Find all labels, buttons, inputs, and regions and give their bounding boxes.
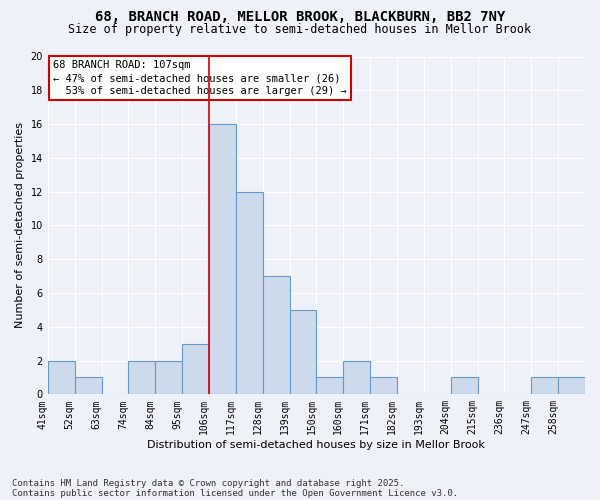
Bar bbox=[182, 344, 209, 394]
Bar bbox=[531, 378, 558, 394]
Bar bbox=[263, 276, 290, 394]
Bar bbox=[316, 378, 343, 394]
Text: 68 BRANCH ROAD: 107sqm
← 47% of semi-detached houses are smaller (26)
  53% of s: 68 BRANCH ROAD: 107sqm ← 47% of semi-det… bbox=[53, 60, 347, 96]
Text: Contains public sector information licensed under the Open Government Licence v3: Contains public sector information licen… bbox=[12, 488, 458, 498]
Bar bbox=[209, 124, 236, 394]
Bar bbox=[451, 378, 478, 394]
Bar bbox=[290, 310, 316, 394]
Bar bbox=[370, 378, 397, 394]
Bar bbox=[128, 360, 155, 394]
Bar bbox=[48, 360, 74, 394]
Bar bbox=[155, 360, 182, 394]
Bar bbox=[236, 192, 263, 394]
Y-axis label: Number of semi-detached properties: Number of semi-detached properties bbox=[15, 122, 25, 328]
Bar bbox=[74, 378, 101, 394]
X-axis label: Distribution of semi-detached houses by size in Mellor Brook: Distribution of semi-detached houses by … bbox=[148, 440, 485, 450]
Text: Size of property relative to semi-detached houses in Mellor Brook: Size of property relative to semi-detach… bbox=[68, 22, 532, 36]
Text: Contains HM Land Registry data © Crown copyright and database right 2025.: Contains HM Land Registry data © Crown c… bbox=[12, 478, 404, 488]
Bar bbox=[343, 360, 370, 394]
Bar bbox=[558, 378, 585, 394]
Text: 68, BRANCH ROAD, MELLOR BROOK, BLACKBURN, BB2 7NY: 68, BRANCH ROAD, MELLOR BROOK, BLACKBURN… bbox=[95, 10, 505, 24]
